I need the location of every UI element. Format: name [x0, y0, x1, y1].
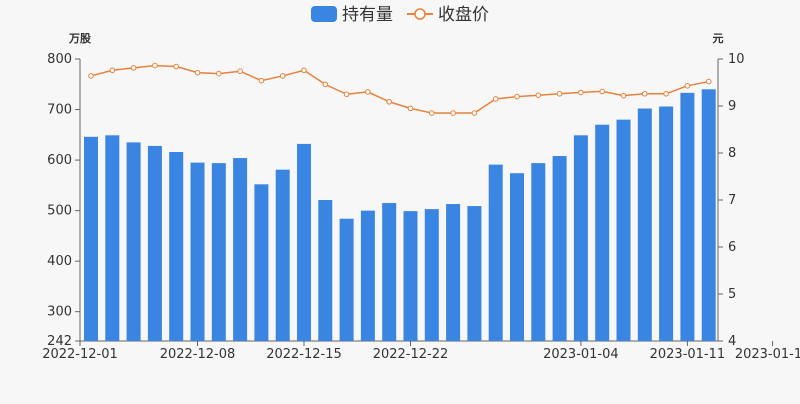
- y-left-tick-label: 600: [47, 153, 72, 168]
- price-point: [578, 89, 584, 96]
- price-point: [407, 105, 414, 112]
- bar: [297, 143, 311, 341]
- bar: [680, 92, 695, 341]
- y-right-axis: 4 5 6 7 8 9 10: [717, 52, 745, 349]
- legend-bar-swatch: [311, 6, 337, 22]
- price-point: [663, 90, 669, 97]
- price-point: [322, 81, 329, 88]
- bar: [126, 142, 141, 341]
- bar: [169, 151, 184, 341]
- bar: [424, 209, 439, 341]
- y-right-unit: 元: [713, 32, 724, 45]
- x-tick-label: 2022-12-22: [373, 347, 449, 362]
- x-tick-label: 2022-12-01: [42, 347, 118, 362]
- y-right-tick-label: 6: [728, 240, 736, 255]
- price-point: [642, 90, 648, 97]
- bar: [360, 210, 375, 341]
- bar: [573, 135, 588, 341]
- y-left-axis: 242 300 400 500 600 700 800: [47, 52, 81, 349]
- y-right-tick-label: 4: [728, 334, 736, 349]
- y-right-tick-label: 9: [728, 99, 736, 114]
- price-point: [535, 92, 542, 98]
- y-right-tick-label: 8: [728, 146, 736, 161]
- bar-series: [84, 89, 716, 342]
- legend-line-label: 收盘价: [438, 5, 489, 25]
- bar: [659, 106, 674, 342]
- y-left-tick-label: 800: [47, 52, 72, 67]
- bar: [510, 173, 524, 341]
- bar: [531, 163, 546, 341]
- y-left-tick-label: 400: [47, 254, 72, 269]
- price-point: [88, 73, 94, 79]
- price-line-path: [90, 64, 709, 114]
- bar: [190, 162, 205, 341]
- y-left-tick-label: 242: [47, 334, 72, 349]
- bar: [552, 156, 567, 341]
- x-tick-label: 2023-01-11: [650, 347, 726, 362]
- price-point: [365, 89, 371, 95]
- price-point: [429, 110, 435, 116]
- price-point: [173, 63, 179, 70]
- bar: [446, 204, 461, 341]
- price-point: [130, 65, 137, 71]
- price-point: [279, 73, 286, 79]
- price-point: [194, 69, 201, 76]
- y-right-tick-label: 7: [728, 193, 736, 208]
- bar: [637, 108, 652, 341]
- bar: [701, 89, 716, 342]
- bar: [275, 169, 290, 341]
- bar: [467, 206, 482, 341]
- price-point: [471, 110, 478, 116]
- price-point: [301, 67, 307, 74]
- price-point: [620, 92, 627, 99]
- y-left-tick-label: 300: [47, 305, 72, 320]
- y-right-tick-label: 10: [728, 52, 745, 67]
- price-point: [492, 96, 499, 102]
- price-point: [386, 98, 393, 105]
- x-tick-label: 2023-01-04: [543, 347, 619, 362]
- bar: [147, 145, 162, 341]
- price-point: [237, 68, 243, 75]
- bar: [84, 136, 98, 341]
- price-point: [599, 88, 606, 95]
- price-point: [152, 62, 158, 69]
- x-tick-label: 2022-12-15: [266, 347, 342, 362]
- bar: [403, 211, 418, 341]
- price-point: [109, 67, 116, 74]
- x-tick-label: 2022-12-08: [160, 347, 236, 362]
- bar: [595, 124, 610, 342]
- bar: [211, 163, 226, 341]
- bar: [318, 200, 333, 341]
- bar: [488, 164, 503, 341]
- x-tick-label: 2023-01-17: [735, 347, 800, 362]
- price-point: [450, 110, 456, 116]
- bar: [105, 135, 120, 341]
- x-axis: 2022-12-01 2022-12-08 2022-12-15 2022-12-22…: [42, 340, 800, 362]
- y-left-tick-label: 500: [47, 204, 72, 219]
- bar: [339, 218, 354, 341]
- legend[interactable]: 持有量 收盘价: [311, 5, 489, 25]
- price-point: [705, 78, 712, 85]
- price-point: [258, 77, 265, 84]
- y-right-tick-label: 5: [728, 287, 736, 302]
- bar: [233, 158, 248, 341]
- bar: [382, 203, 397, 341]
- legend-bar-label: 持有量: [342, 5, 393, 25]
- price-point: [684, 82, 691, 89]
- price-point: [216, 70, 222, 77]
- bar: [254, 184, 269, 341]
- price-point: [556, 90, 563, 97]
- y-left-unit: 万股: [68, 32, 92, 45]
- y-left-tick-label: 700: [47, 103, 72, 118]
- price-point: [514, 93, 520, 100]
- line-series: [88, 62, 712, 116]
- price-point: [343, 91, 350, 98]
- legend-line-marker: [414, 8, 426, 20]
- bar: [616, 119, 631, 341]
